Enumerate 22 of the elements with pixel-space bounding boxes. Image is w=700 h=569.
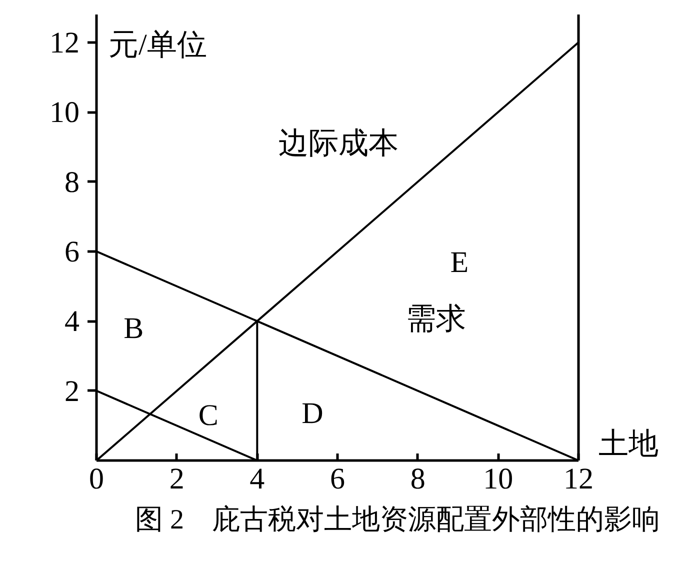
y-tick-label: 2: [64, 374, 80, 408]
x-tick-label: 12: [564, 462, 594, 496]
x-tick-label: 2: [169, 462, 184, 496]
annotation: E: [450, 246, 469, 279]
series-label: 边际成本: [278, 126, 398, 160]
y-tick-label: 12: [50, 26, 80, 60]
annotation: C: [198, 398, 218, 432]
x-tick-label: 10: [483, 462, 514, 496]
x-tick-label: 0: [89, 462, 104, 496]
x-tick-label: 6: [330, 462, 345, 496]
y-tick-label: 10: [50, 96, 80, 130]
x-axis-title: 土地: [598, 428, 658, 460]
annotation: D: [302, 397, 324, 430]
y-tick-label: 4: [64, 305, 80, 338]
y-tick-label: 6: [64, 235, 80, 268]
series-label: 需求: [406, 302, 466, 336]
x-tick-label: 8: [410, 462, 426, 496]
text: 图 2 庇古税对土地资源配置外部性的影响: [135, 504, 660, 536]
y-tick-label: 8: [64, 166, 80, 199]
annotation: B: [124, 312, 144, 345]
x-tick-label: 4: [250, 462, 265, 496]
y-axis-title: 元/单位: [108, 28, 207, 62]
